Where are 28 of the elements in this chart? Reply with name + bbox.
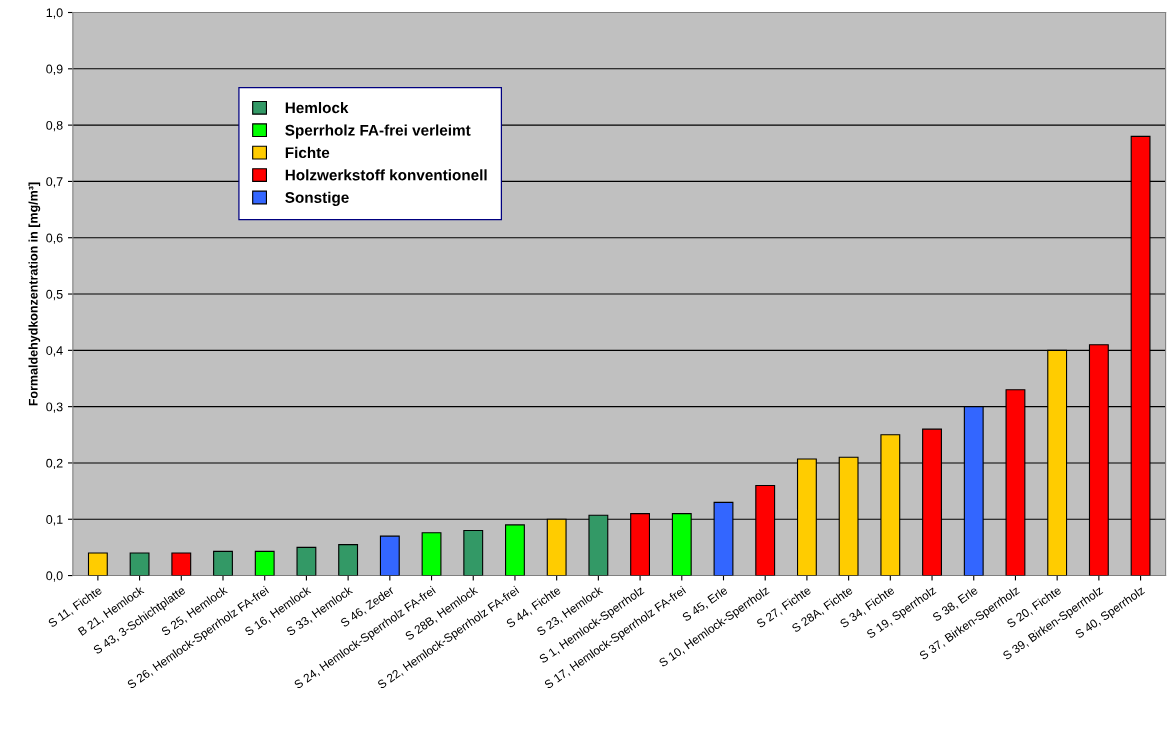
y-tick-label: 0,6	[46, 233, 63, 244]
y-tick-label: 0,8	[46, 120, 63, 132]
legend-label: Fichte	[285, 146, 330, 159]
bar	[171, 552, 192, 576]
y-tick-label: 0,5	[46, 289, 63, 301]
legend-label: Hemlock	[285, 102, 349, 114]
bar	[254, 550, 275, 576]
y-tick-label: 0,9	[46, 64, 63, 75]
bar	[338, 544, 359, 576]
y-tick-label: 0,3	[46, 402, 63, 413]
bar	[463, 529, 484, 576]
bar	[379, 535, 400, 576]
y-tick-label: 0,0	[46, 571, 63, 582]
bar	[505, 524, 525, 576]
y-tick-label: 1,0	[46, 8, 63, 19]
y-tick-label: 0,4	[46, 346, 63, 357]
bar	[213, 550, 233, 576]
bar	[421, 532, 442, 576]
legend-label: Holzwerkstoff konventionell	[285, 169, 487, 181]
y-tick-label: 0,1	[46, 515, 63, 526]
y-tick-label: 0,2	[46, 458, 63, 470]
y-axis-title: Formaldehydkonzentration in [mg/m³]	[28, 182, 41, 406]
legend-label: Sperrholz FA-frei verleimt	[285, 124, 471, 139]
bar	[296, 546, 317, 576]
legend-label: Sonstige	[285, 191, 349, 206]
bar	[87, 552, 108, 576]
y-tick-label: 0,7	[46, 177, 63, 188]
bar	[129, 552, 150, 576]
